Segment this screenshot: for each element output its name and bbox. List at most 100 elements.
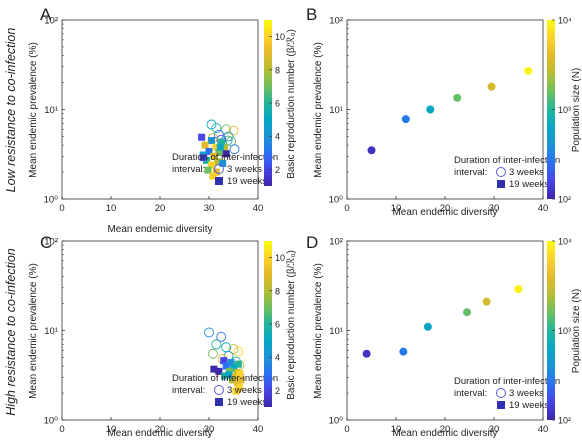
panel-a: A Mean endemic diversity Mean endemic pr… [28, 5, 297, 235]
x-tick-label: 20 [440, 424, 451, 435]
panel-letter-b: B [306, 5, 317, 24]
data-point-square [219, 159, 227, 167]
panel-d-xlabel: Mean endemic diversity [392, 428, 497, 439]
data-point-square [214, 158, 222, 166]
y-tick-label: 10⁰ [44, 416, 59, 427]
colorbar-c-ticks: 2 4 6 8 10 [269, 253, 285, 396]
panel-d-ticks: 0 10 20 30 40 10⁰ 10¹ 10² [329, 237, 549, 436]
data-point-square [225, 371, 233, 379]
colorbar-tick-label: 2 [275, 386, 280, 396]
data-point [426, 105, 435, 114]
x-tick-label: 40 [538, 424, 549, 435]
x-tick-label: 20 [155, 203, 166, 214]
legend-d-circle-marker [496, 388, 506, 398]
data-point-square [216, 143, 224, 151]
data-point-circle [207, 348, 218, 359]
data-point-square [207, 161, 215, 169]
colorbar-b-label: Population size (N) [571, 68, 582, 152]
data-point-square [230, 364, 237, 372]
data-point [463, 308, 472, 317]
legend-c-item2: 19 weeks [227, 397, 267, 408]
legend-d-item2: 19 weeks [509, 400, 549, 411]
panel-b: B Mean endemic diversity Mean endemic pr… [306, 5, 582, 218]
panel-b-points [367, 66, 533, 155]
data-point-square [210, 152, 218, 160]
y-tick-label: 10² [44, 16, 58, 27]
colorbar-a [264, 20, 272, 186]
colorbar-tick-label: 8 [275, 286, 280, 296]
y-tick-label: 10¹ [329, 326, 343, 337]
colorbar-a-label: Basic reproduction number (β/ℛ₀) [286, 29, 297, 179]
data-point [423, 322, 432, 331]
colorbar-d-label: Population size (N) [571, 289, 582, 373]
x-tick-label: 0 [344, 424, 349, 435]
panel-letter-a: A [40, 5, 52, 24]
data-point-circle [206, 119, 217, 130]
x-tick-label: 20 [440, 203, 451, 214]
panel-b-ticks: 0 10 20 30 40 10⁰ 10¹ 10² [329, 16, 549, 215]
legend-c-title1: Duration of inter-infection [172, 373, 278, 384]
data-point [514, 285, 523, 294]
legend-d-square-marker [497, 401, 505, 409]
colorbar-tick-label: 10² [558, 416, 571, 426]
data-point-circle [221, 124, 232, 135]
data-point-square [198, 133, 206, 141]
x-tick-label: 0 [344, 203, 349, 214]
legend-a-circle-marker [214, 164, 224, 174]
legend-b-square-marker [497, 180, 505, 188]
colorbar-b-ticks: 10² 10³ 10⁴ [552, 16, 572, 205]
colorbar-tick-label: 10⁴ [558, 16, 572, 26]
row-label-high: High resistance to co-infection [4, 248, 18, 415]
panel-c-points [204, 327, 245, 395]
data-point-circle [233, 346, 244, 357]
legend-b-item1: 3 weeks [509, 167, 544, 178]
panel-a-ylabel: Mean endemic prevalence (%) [28, 42, 39, 178]
data-point-square [204, 166, 212, 174]
data-point-square [210, 365, 218, 373]
colorbar-d [547, 241, 555, 420]
legend-a-title2: interval: [172, 164, 205, 175]
legend-a: Duration of inter-infection interval: 3 … [172, 152, 278, 187]
colorbar-tick-label: 10³ [558, 105, 571, 115]
panel-a-xlabel: Mean endemic diversity [107, 224, 212, 235]
colorbar-tick-label: 6 [275, 99, 280, 109]
legend-c-circle-marker [214, 385, 224, 395]
x-tick-label: 10 [106, 203, 117, 214]
panel-letter-d: D [306, 233, 318, 252]
y-tick-label: 10² [44, 237, 58, 248]
panel-b-ylabel: Mean endemic prevalence (%) [313, 42, 324, 178]
panel-c-ticks: 0 10 20 30 40 10⁰ 10¹ 10² [44, 237, 264, 436]
data-point [524, 66, 533, 75]
panel-c-xlabel: Mean endemic diversity [107, 428, 212, 439]
legend-c-item1: 3 weeks [227, 385, 262, 396]
legend-c-title2: interval: [172, 385, 205, 396]
legend-d: Duration of inter-infection interval: 3 … [454, 376, 560, 411]
data-point-square [227, 358, 235, 366]
panel-a-points [198, 119, 240, 180]
x-tick-label: 40 [538, 203, 549, 214]
data-point-square [215, 367, 223, 375]
row-label-low: Low resistance to co-infection [4, 28, 18, 193]
data-point-square [221, 372, 229, 380]
y-tick-label: 10¹ [44, 326, 58, 337]
data-point-circle [211, 339, 222, 350]
legend-b-circle-marker [496, 167, 506, 177]
colorbar-tick-label: 10² [558, 195, 571, 205]
x-tick-label: 20 [155, 424, 166, 435]
x-tick-label: 40 [253, 203, 264, 214]
data-point [482, 297, 491, 306]
data-point-square [237, 376, 245, 384]
legend-a-title1: Duration of inter-infection [172, 152, 278, 163]
panel-d: D Mean endemic diversity Mean endemic pr… [306, 233, 582, 439]
y-tick-label: 10⁰ [329, 416, 344, 427]
y-tick-label: 10² [329, 16, 343, 27]
x-tick-label: 30 [489, 424, 500, 435]
legend-b: Duration of inter-infection interval: 3 … [454, 155, 560, 190]
x-tick-label: 40 [253, 424, 264, 435]
data-point-square [232, 387, 240, 395]
colorbar-b [547, 20, 555, 199]
data-point-square [205, 147, 213, 155]
data-point-square [212, 168, 220, 176]
data-point-square [222, 362, 230, 370]
legend-a-square-marker [215, 177, 223, 185]
